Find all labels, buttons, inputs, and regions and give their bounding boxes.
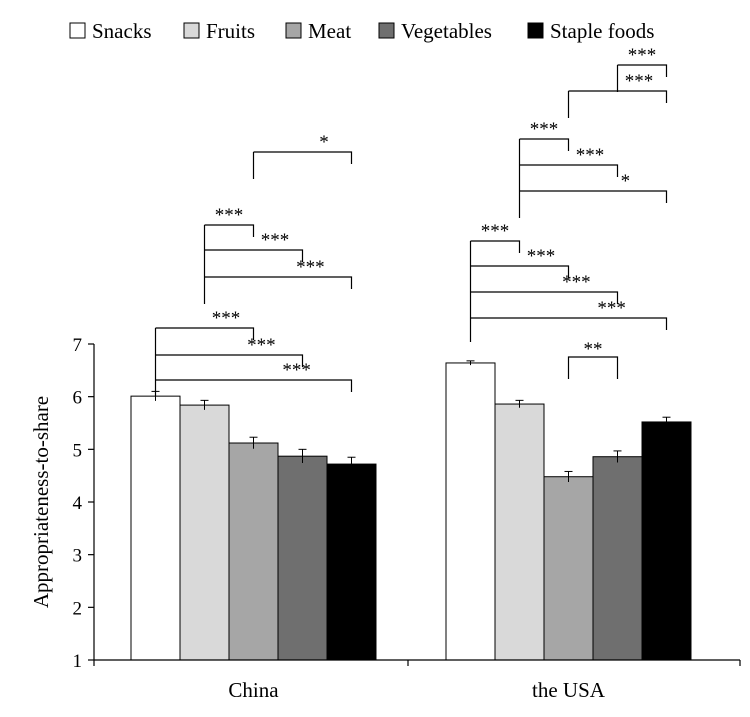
bar [641,421,692,661]
significance-bracket [155,327,255,340]
y-tick-label: 3 [73,546,83,567]
significance-label: *** [562,272,591,293]
significance-bracket [519,164,619,177]
legend-swatch [527,22,544,39]
significance-bracket [568,90,668,103]
bar [130,395,181,661]
significance-label: *** [215,205,244,226]
significance-label: * [621,171,631,192]
legend-label: Snacks [92,19,152,43]
x-category-label: China [228,678,279,702]
significance-label: *** [212,308,241,329]
axes: 1 2 3 4 5 6 7 China the USA [73,335,741,702]
significance-bracket [617,64,668,77]
bar [228,442,279,661]
significance-label: ** [584,339,603,360]
significance-label: *** [628,45,657,66]
legend-label: Fruits [206,19,255,43]
significance-bracket [519,190,668,203]
significance-label: *** [247,335,276,356]
significance-label: *** [282,360,311,381]
y-tick-label: 6 [73,388,83,409]
y-tick-label: 4 [73,493,83,514]
significance-bracket [253,151,353,164]
y-tick-label: 5 [73,440,83,461]
chart-legend: Snacks Fruits Meat Vegetables Staple foods [69,19,654,43]
legend-label: Vegetables [401,19,492,43]
bar [277,455,328,661]
y-tick-label: 7 [73,335,83,356]
significance-label: *** [597,298,626,319]
legend-swatch [378,22,395,39]
bar [179,404,230,661]
bar [326,463,377,661]
significance-label: * [319,132,329,153]
significance-label: *** [261,230,290,251]
significance-bracket [155,379,353,392]
significance-bracket [470,291,619,304]
significance-label: *** [527,246,556,267]
significance-bracket [155,354,304,367]
significance-brackets: ****************************************… [154,45,668,404]
significance-label: *** [296,257,325,278]
significance-label: *** [625,71,654,92]
legend-swatch [69,22,86,39]
bar [445,362,496,661]
bar [543,476,594,661]
significance-bracket [470,240,521,253]
bars [130,360,692,661]
significance-bracket [470,317,668,330]
significance-bracket [204,276,353,289]
y-tick-label: 1 [73,651,83,672]
significance-label: *** [481,221,510,242]
significance-bracket [567,356,619,379]
x-category-label: the USA [532,678,606,702]
significance-bracket [204,224,255,237]
legend-label: Meat [308,19,351,43]
significance-label: *** [576,145,605,166]
significance-label: *** [530,119,559,140]
legend-swatch [285,22,302,39]
y-axis-title: Appropriateness-to-share [29,396,53,608]
legend-swatch [183,22,200,39]
bar [494,403,545,661]
bar [592,456,643,661]
legend-label: Staple foods [550,19,654,43]
y-tick-label: 2 [73,598,83,619]
significance-bracket [204,249,304,262]
significance-bracket [470,265,570,278]
significance-bracket [519,138,570,151]
